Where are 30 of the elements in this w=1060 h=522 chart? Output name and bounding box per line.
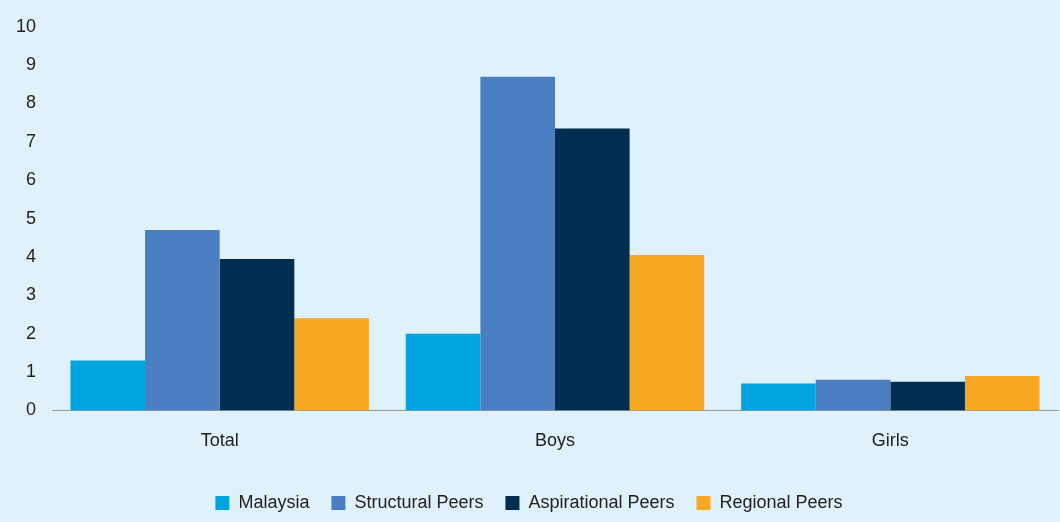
legend-label: Aspirational Peers <box>528 491 675 512</box>
bar <box>480 76 556 411</box>
legend-label: Structural Peers <box>354 491 484 512</box>
bar <box>815 379 891 411</box>
bar <box>890 381 965 411</box>
y-tick-label: 0 <box>26 399 37 420</box>
bar <box>145 230 220 411</box>
bar <box>405 333 481 411</box>
x-tick-label: Total <box>200 430 239 451</box>
y-tick-label: 6 <box>26 169 37 190</box>
y-tick-label: 9 <box>26 54 37 75</box>
bar <box>70 360 146 411</box>
y-tick-label: 10 <box>15 15 37 36</box>
bar <box>741 383 816 411</box>
legend-label: Regional Peers <box>719 491 843 512</box>
bar <box>219 258 295 411</box>
y-tick-label: 8 <box>26 92 37 113</box>
y-tick-label: 3 <box>26 284 37 305</box>
y-tick-label: 2 <box>26 322 37 343</box>
legend-label: Malaysia <box>238 491 311 512</box>
x-tick-label: Boys <box>535 430 576 451</box>
y-tick-label: 1 <box>26 361 37 382</box>
y-tick-label: 5 <box>26 207 37 228</box>
y-tick-label: 7 <box>26 130 37 151</box>
x-tick-label: Girls <box>871 430 909 451</box>
bar <box>629 255 705 411</box>
y-tick-label: 4 <box>26 245 37 266</box>
bar <box>555 128 630 411</box>
bar <box>294 318 369 411</box>
bar <box>964 375 1040 411</box>
